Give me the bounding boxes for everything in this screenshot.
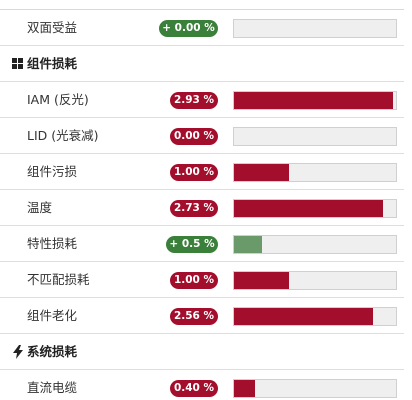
loss-value-badge: + 0.00 % xyxy=(159,20,218,37)
loss-bar-track xyxy=(233,163,397,182)
loss-bar-fill xyxy=(234,164,290,181)
loss-value-badge: + 0.5 % xyxy=(166,236,218,253)
loss-bar-track xyxy=(233,199,397,218)
loss-bar-track xyxy=(233,235,397,254)
lightning-icon xyxy=(13,345,23,359)
loss-row-label: IAM (反光) xyxy=(27,92,89,107)
loss-value-badge: 2.93 % xyxy=(170,92,218,109)
loss-bar-fill xyxy=(234,272,290,289)
loss-value-badge: 2.73 % xyxy=(170,200,218,217)
loss-row-temperature: 温度 2.73 % xyxy=(0,190,404,226)
loss-value-badge: 0.00 % xyxy=(170,128,218,145)
section-module-losses: 组件损耗 xyxy=(0,46,404,82)
loss-row-label: 双面受益 xyxy=(27,20,78,35)
loss-bar-track xyxy=(233,271,397,290)
loss-row-label: 直流电缆 xyxy=(27,380,78,395)
loss-row-label: 不匹配损耗 xyxy=(27,272,90,287)
loss-row-mismatch: 不匹配损耗 1.00 % xyxy=(0,262,404,298)
section-title: 系统损耗 xyxy=(27,344,78,359)
section-system-losses: 系统损耗 xyxy=(0,334,404,370)
loss-row-label: 特性损耗 xyxy=(27,236,78,251)
loss-bar-fill xyxy=(234,236,262,253)
loss-bar-fill xyxy=(234,200,384,217)
loss-row-label: 组件污损 xyxy=(27,164,78,179)
loss-value-badge: 0.40 % xyxy=(170,380,218,397)
loss-bar-fill xyxy=(234,380,256,397)
loss-bar-track xyxy=(233,127,397,146)
grid-icon xyxy=(11,57,25,71)
loss-row-label: LID (光衰减) xyxy=(27,128,99,143)
loss-row-label: 温度 xyxy=(27,200,53,215)
loss-row-aging: 组件老化 2.56 % xyxy=(0,298,404,334)
loss-bar-track xyxy=(233,91,397,110)
loss-row-iam: IAM (反光) 2.93 % xyxy=(0,82,404,118)
loss-bar-fill xyxy=(234,92,393,109)
loss-row-dc-cable: 直流电缆 0.40 % xyxy=(0,370,404,400)
loss-bar-track xyxy=(233,19,397,38)
loss-row-lid: LID (光衰减) 0.00 % xyxy=(0,118,404,154)
partial-section-header xyxy=(0,0,404,10)
section-title: 组件损耗 xyxy=(27,56,78,71)
loss-value-badge: 1.00 % xyxy=(170,164,218,181)
loss-value-badge: 1.00 % xyxy=(170,272,218,289)
loss-row-soiling: 组件污损 1.00 % xyxy=(0,154,404,190)
loss-value-badge: 2.56 % xyxy=(170,308,218,325)
loss-row-label: 组件老化 xyxy=(27,308,78,323)
loss-bar-fill xyxy=(234,308,374,325)
loss-bar-track xyxy=(233,379,397,398)
loss-row-bifacial: 双面受益 + 0.00 % xyxy=(0,10,404,46)
loss-bar-track xyxy=(233,307,397,326)
loss-row-characteristic: 特性损耗 + 0.5 % xyxy=(0,226,404,262)
